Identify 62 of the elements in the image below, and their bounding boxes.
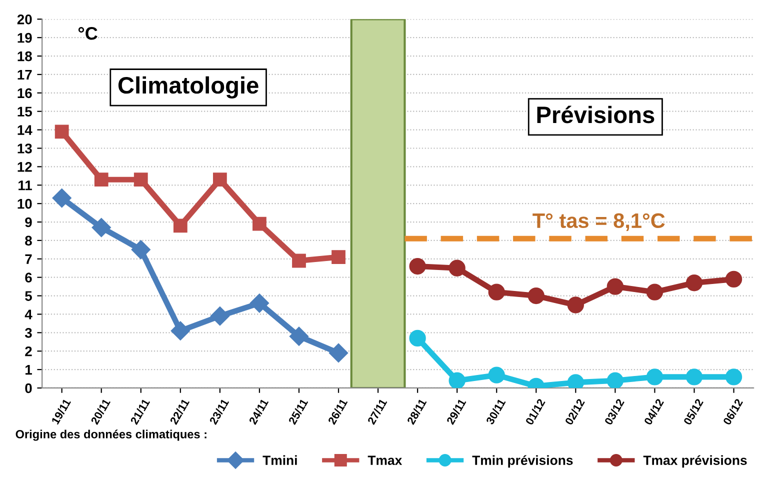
point: [252, 216, 266, 231]
y-tick-label: 7: [25, 254, 32, 264]
point: [92, 218, 111, 238]
y-tick-label: 6: [25, 272, 32, 283]
y-tick-label: 15: [18, 106, 32, 117]
point: [210, 306, 230, 326]
legend-label: Tmax prévisions: [643, 455, 747, 468]
point: [725, 368, 742, 386]
y-tick-label: 0: [25, 383, 32, 394]
annotation: Climatologie: [118, 76, 258, 98]
y-tick-label: 20: [17, 14, 32, 24]
point: [52, 188, 72, 208]
y-tick-label: 9: [25, 217, 32, 228]
annotation: °C: [78, 27, 98, 40]
point: [250, 294, 269, 313]
legend-label: Tmax: [368, 456, 402, 465]
y-tick-label: 19: [18, 32, 32, 43]
y-tick-label: 11: [18, 180, 32, 190]
y-tick-label: 5: [25, 291, 32, 301]
point: [409, 330, 426, 347]
point: [292, 254, 306, 268]
point: [606, 372, 624, 388]
point: [488, 284, 505, 300]
point: [686, 274, 703, 292]
point: [686, 368, 703, 386]
point: [528, 287, 544, 304]
y-tick-label: 2: [25, 346, 32, 356]
text: Origine des données climatiques :: [16, 430, 206, 441]
point: [448, 260, 466, 276]
legend-label: Tmin prévisions: [472, 455, 573, 468]
y-tick-label: 4: [24, 310, 32, 320]
point: [173, 218, 188, 233]
point: [725, 270, 742, 288]
point: [606, 278, 624, 295]
point: [488, 366, 505, 384]
y-tick-label: 17: [18, 70, 32, 80]
point: [212, 172, 227, 187]
point: [289, 326, 309, 346]
point: [328, 343, 348, 362]
point: [567, 296, 584, 314]
point: [54, 124, 69, 139]
y-tick-label: 8: [25, 236, 32, 246]
point: [332, 250, 346, 264]
y-tick-label: 18: [18, 51, 32, 62]
y-tick-label: 1: [26, 365, 32, 375]
y-tick-label: 13: [18, 144, 32, 154]
annotation: Prévisions: [537, 106, 654, 124]
point: [646, 368, 664, 386]
point: [409, 258, 426, 275]
point: [131, 240, 150, 260]
y-tick-label: 10: [18, 198, 32, 209]
legend-label: Tmini: [262, 455, 297, 465]
y-tick-label: 12: [18, 162, 32, 172]
point: [170, 321, 190, 340]
y-tick-label: 3: [24, 328, 32, 338]
point: [646, 284, 664, 300]
y-tick-label: 16: [18, 88, 32, 98]
point: [134, 172, 148, 187]
y-tick-label: 14: [18, 125, 32, 135]
ref-line-label: T° tas = 8,1°C: [532, 213, 665, 232]
point: [94, 172, 108, 187]
point: [448, 372, 466, 388]
